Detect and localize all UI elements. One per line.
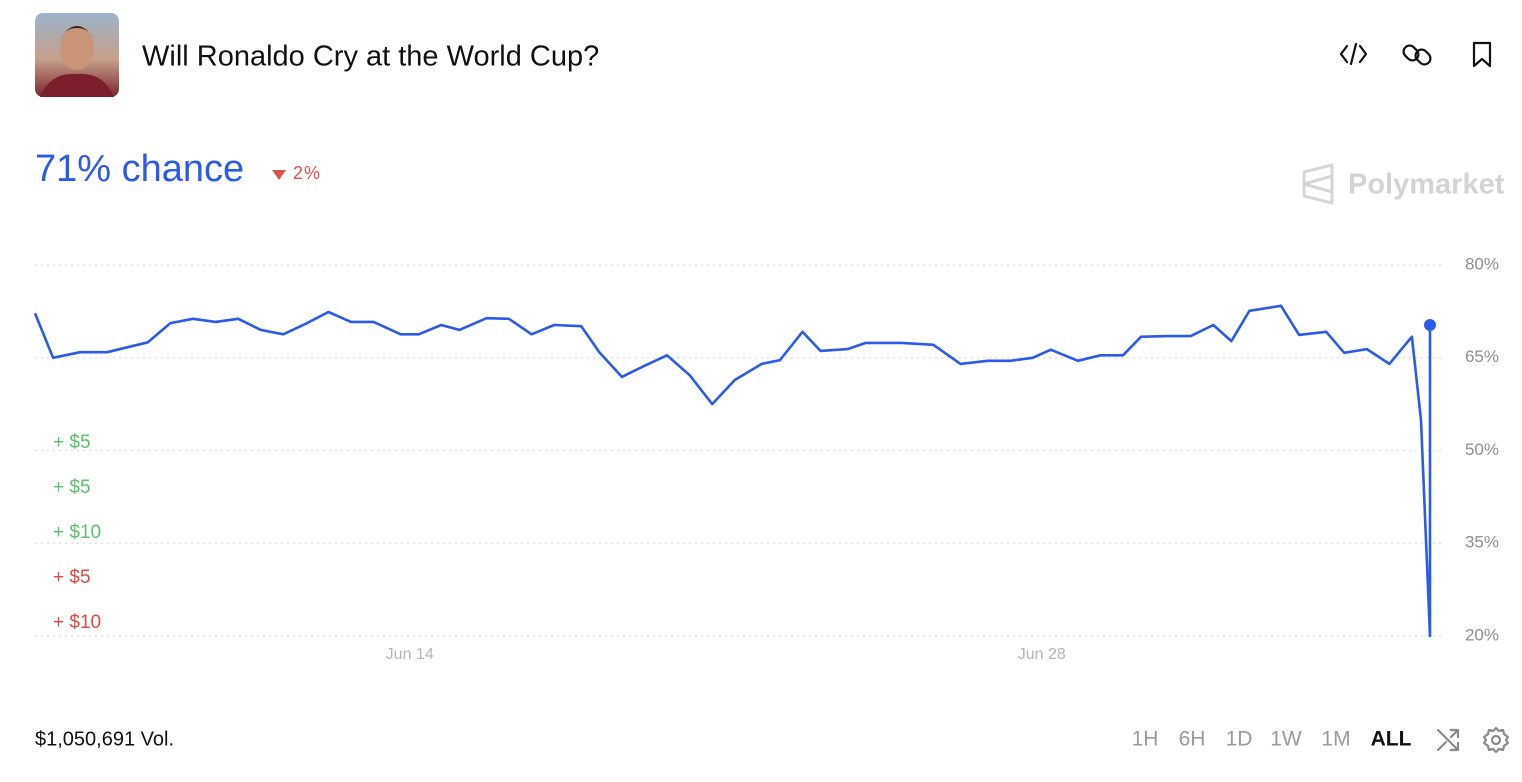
trade-label: + $5 — [53, 477, 91, 498]
x-tick-label: Jun 28 — [1018, 646, 1066, 663]
last-point — [1424, 318, 1436, 331]
x-tick-label: Jun 14 — [386, 646, 434, 663]
range-button[interactable]: 1W — [1270, 728, 1302, 751]
embed-icon[interactable] — [1339, 42, 1368, 66]
volume: $1,050,691 Vol. — [35, 728, 174, 750]
range-button[interactable]: 1D — [1226, 728, 1253, 751]
trade-label: + $5 — [53, 567, 91, 588]
y-tick-label: 35% — [1465, 533, 1499, 552]
settings-icon[interactable] — [1482, 726, 1510, 754]
chart: 20% 35% 50% 65% 80% Jun 14 Jun 28 — [33, 254, 1499, 663]
y-tick-label: 20% — [1465, 625, 1499, 644]
trade-label: + $10 — [53, 612, 101, 633]
y-tick-label: 50% — [1465, 440, 1499, 459]
trades: + $5 + $5 + $10 + $5 + $10 — [53, 432, 101, 633]
avatar — [35, 13, 119, 97]
trade-label: + $10 — [53, 522, 101, 543]
change: 2% — [293, 163, 321, 183]
y-tick-label: 80% — [1465, 254, 1499, 273]
chance: 71% chance — [35, 148, 244, 190]
title: Will Ronaldo Cry at the World Cup? — [142, 41, 599, 73]
price-line — [33, 304, 1432, 638]
down-arrow — [272, 170, 286, 180]
range-button[interactable]: ALL — [1371, 728, 1412, 751]
range-button[interactable]: 6H — [1179, 728, 1206, 751]
brand: Polymarket — [1348, 169, 1505, 201]
link-icon[interactable] — [1401, 43, 1433, 67]
range-buttons: 1H 6H 1D 1W 1M ALL — [1132, 728, 1412, 751]
trade-label: + $5 — [53, 432, 91, 453]
bookmark-icon[interactable] — [1472, 41, 1492, 68]
range-button[interactable]: 1M — [1321, 728, 1350, 751]
shuffle-icon[interactable] — [1436, 728, 1460, 752]
range-button[interactable]: 1H — [1132, 728, 1159, 751]
y-tick-label: 65% — [1465, 347, 1499, 366]
brand-logo — [1302, 163, 1334, 205]
